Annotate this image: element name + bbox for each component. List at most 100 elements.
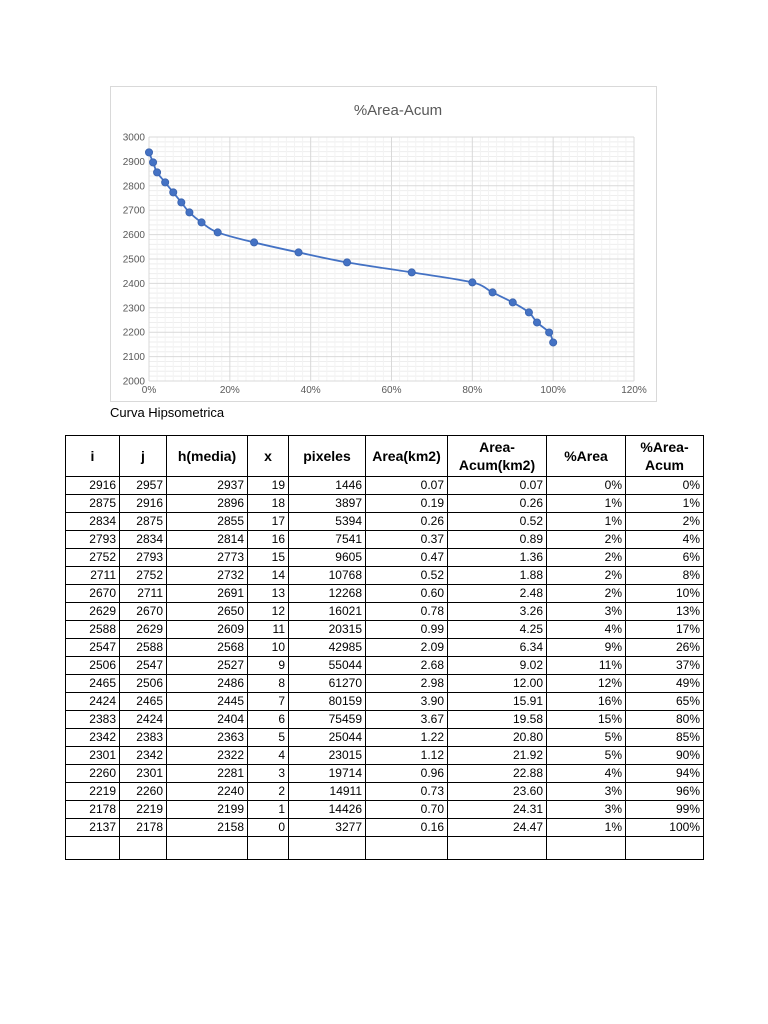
header-pixeles: pixeles — [288, 435, 366, 477]
table-cell: 2260 — [119, 782, 167, 801]
table-cell: 13% — [625, 602, 704, 621]
table-cell: 0% — [625, 476, 704, 495]
table-cell: 0% — [546, 476, 626, 495]
table-cell: 20315 — [288, 620, 366, 639]
table-cell: 3% — [546, 602, 626, 621]
x-tick-label: 60% — [381, 385, 401, 396]
data-point — [532, 318, 541, 327]
table-cell: 9605 — [288, 548, 366, 567]
table-cell: 2465 — [65, 674, 120, 693]
table-cell: 2588 — [119, 638, 167, 657]
table-cell: 2875 — [119, 512, 167, 531]
table-cell: 3897 — [288, 494, 366, 513]
table-cell: 1446 — [288, 476, 366, 495]
table-cell — [288, 836, 366, 860]
table-cell: 0.78 — [365, 602, 448, 621]
table-cell — [625, 836, 704, 860]
table-cell: 0.26 — [365, 512, 448, 531]
data-point — [508, 298, 517, 307]
table-cell: 0.96 — [365, 764, 448, 783]
table-cell: 0.52 — [447, 512, 547, 531]
header-pct-area: %Area — [546, 435, 626, 477]
data-point — [524, 308, 533, 317]
table-cell: 11% — [546, 656, 626, 675]
table-cell: 2% — [546, 548, 626, 567]
table-cell: 80% — [625, 710, 704, 729]
table-cell: 2404 — [166, 710, 248, 729]
table-cell: 100% — [625, 818, 704, 837]
x-tick-label: 120% — [621, 385, 647, 396]
table-cell: 2711 — [119, 584, 167, 603]
table-cell: 0.37 — [365, 530, 448, 549]
table-cell: 7541 — [288, 530, 366, 549]
table-cell: 4.25 — [447, 620, 547, 639]
table-cell: 3% — [546, 800, 626, 819]
table-cell: 0.70 — [365, 800, 448, 819]
table-cell: 2445 — [166, 692, 248, 711]
y-tick-label: 2100 — [123, 352, 146, 363]
table-cell: 2137 — [65, 818, 120, 837]
table-cell: 2629 — [119, 620, 167, 639]
header-i: i — [65, 435, 120, 477]
table-cell: 2260 — [65, 764, 120, 783]
table-cell: 2916 — [119, 494, 167, 513]
table-cell: 0.26 — [447, 494, 547, 513]
table-cell: 23015 — [288, 746, 366, 765]
table-cell: 26% — [625, 638, 704, 657]
table-row: 2834 2875 2855 17 5394 0.26 0.52 1% 2% — [65, 512, 704, 531]
table-cell: 2% — [546, 584, 626, 603]
table-cell: 2568 — [166, 638, 248, 657]
y-tick-label: 2500 — [123, 255, 146, 266]
table-cell: 3 — [247, 764, 289, 783]
data-point — [250, 238, 259, 247]
data-point — [185, 208, 194, 217]
y-tick-label: 2000 — [123, 377, 146, 388]
table-cell: 2.68 — [365, 656, 448, 675]
data-point — [197, 218, 206, 227]
table-cell: 4% — [546, 764, 626, 783]
table-cell: 18 — [247, 494, 289, 513]
table-blank-row — [65, 836, 704, 860]
table-cell: 2363 — [166, 728, 248, 747]
table-row: 2670 2711 2691 13 12268 0.60 2.48 2% 10% — [65, 584, 704, 603]
table-cell: 2834 — [119, 530, 167, 549]
table-cell: 2424 — [65, 692, 120, 711]
table-cell: 37% — [625, 656, 704, 675]
x-tick-label: 20% — [220, 385, 240, 396]
table-cell: 4% — [546, 620, 626, 639]
y-tick-label: 2700 — [123, 206, 146, 217]
table-cell: 2875 — [65, 494, 120, 513]
table-cell: 7 — [247, 692, 289, 711]
table-cell — [65, 836, 120, 860]
table-cell: 2834 — [65, 512, 120, 531]
table-cell: 0.89 — [447, 530, 547, 549]
y-tick-label: 2200 — [123, 328, 146, 339]
table-cell: 10% — [625, 584, 704, 603]
table-cell: 5 — [247, 728, 289, 747]
table-cell: 2773 — [166, 548, 248, 567]
data-point — [468, 278, 477, 287]
table-cell: 0.73 — [365, 782, 448, 801]
table-cell: 90% — [625, 746, 704, 765]
data-point — [407, 268, 416, 277]
table-cell: 55044 — [288, 656, 366, 675]
table-cell: 25044 — [288, 728, 366, 747]
table-cell: 2896 — [166, 494, 248, 513]
data-point — [343, 258, 352, 267]
table-cell: 4 — [247, 746, 289, 765]
table-cell: 2342 — [65, 728, 120, 747]
table-row: 2178 2219 2199 1 14426 0.70 24.31 3% 99% — [65, 800, 704, 819]
table-cell: 2916 — [65, 476, 120, 495]
table-cell: 2.48 — [447, 584, 547, 603]
table-cell: 3.90 — [365, 692, 448, 711]
table-cell: 2178 — [119, 818, 167, 837]
header-area-acum: Area-Acum(km2) — [447, 435, 547, 477]
table-cell: 0.60 — [365, 584, 448, 603]
table-cell: 1 — [247, 800, 289, 819]
table-cell: 2281 — [166, 764, 248, 783]
table-cell: 99% — [625, 800, 704, 819]
data-point — [145, 148, 154, 157]
table-cell: 2793 — [119, 548, 167, 567]
data-point — [294, 248, 303, 257]
table-row: 2465 2506 2486 8 61270 2.98 12.00 12% 49% — [65, 674, 704, 693]
